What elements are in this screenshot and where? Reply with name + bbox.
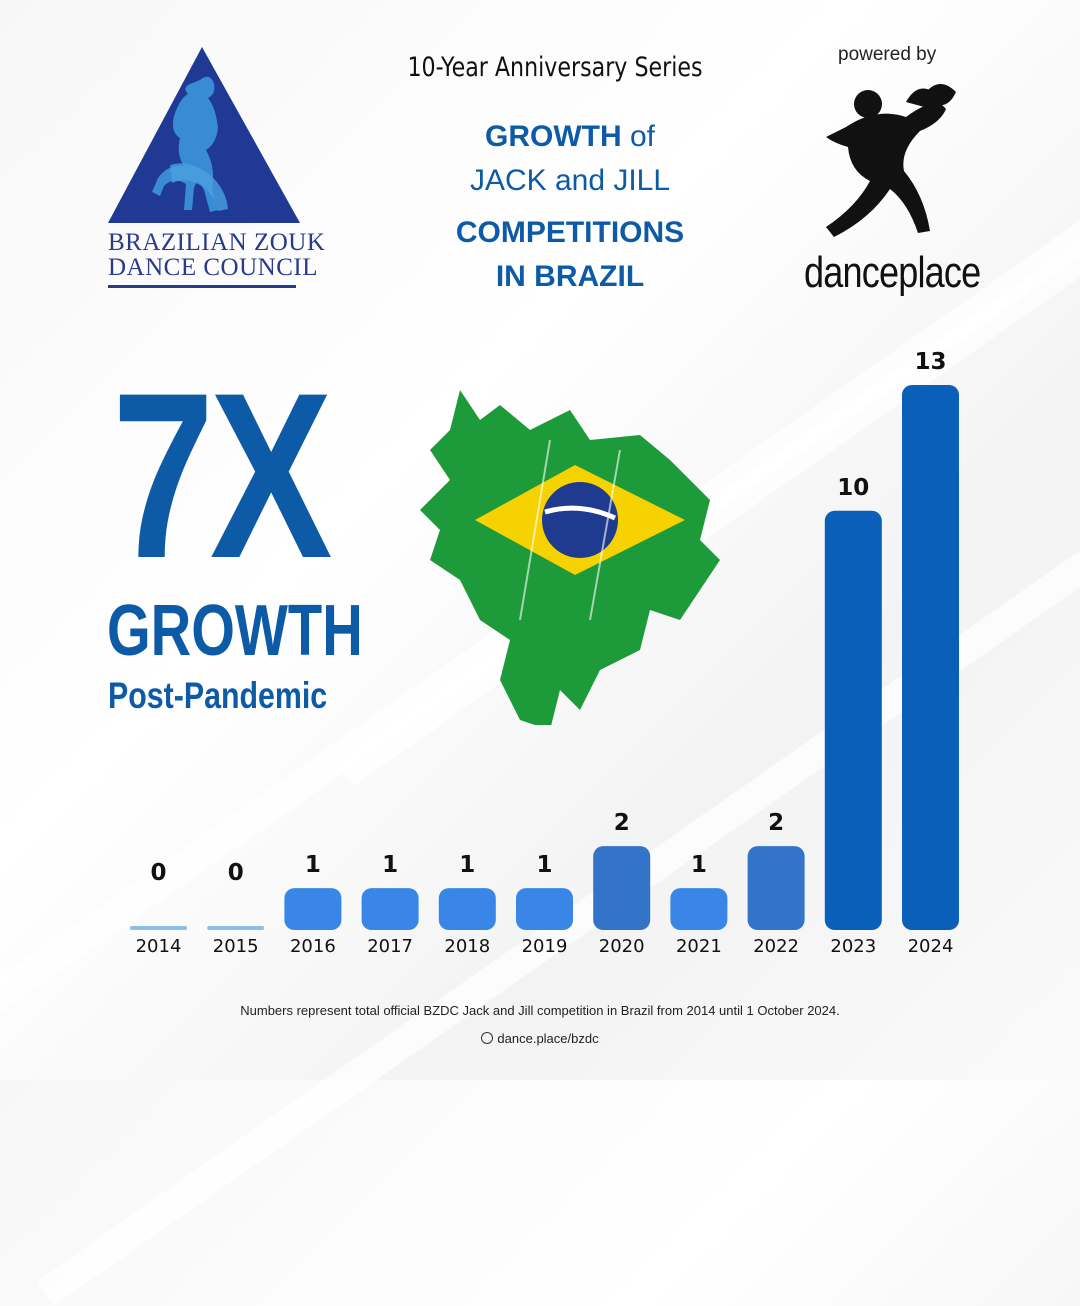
headline-growth: GROWTH xyxy=(485,120,622,153)
year-label-2022: 2022 xyxy=(753,936,799,957)
growth-word: GROWTH xyxy=(107,591,363,671)
bar-chart: 0 0 1 1 1 1 2 1 2 10 13 2014 2015 2016 2017 2018 2019 20… xyxy=(130,349,959,957)
year-label-2024: 2024 xyxy=(908,936,954,957)
logo-underline xyxy=(108,285,296,288)
headline-line3: COMPETITIONS xyxy=(455,216,685,249)
bar-2016 xyxy=(284,888,342,930)
value-label-2024: 13 xyxy=(914,349,946,375)
headline-in: IN xyxy=(495,260,535,293)
post-pandemic-label: Post-Pandemic xyxy=(108,675,328,716)
website-link[interactable]: dance.place/bzdc xyxy=(497,1031,599,1046)
website-line: dance.place/bzdc xyxy=(0,1031,1080,1046)
value-label-2020: 2 xyxy=(614,810,630,836)
value-label-2014: 0 xyxy=(150,860,166,886)
bar-2024 xyxy=(902,385,959,930)
year-label-2017: 2017 xyxy=(367,936,413,957)
powered-by-label: powered by xyxy=(838,44,937,65)
bar-2018 xyxy=(438,888,496,930)
series-title: 10-Year Anniversary Series xyxy=(407,52,703,83)
value-label-2017: 1 xyxy=(382,852,398,878)
dancing-couple-icon xyxy=(826,84,956,237)
year-label-2023: 2023 xyxy=(830,936,876,957)
danceplace-wordmark: danceplace xyxy=(804,248,981,297)
headline-of: of xyxy=(621,120,655,153)
headline-line4: IN BRAZIL xyxy=(380,260,760,294)
year-label-2021: 2021 xyxy=(676,936,722,957)
value-label-2019: 1 xyxy=(536,852,552,878)
bar-2022 xyxy=(747,846,805,930)
value-label-2022: 2 xyxy=(768,810,784,836)
bar-2017 xyxy=(361,888,419,930)
globe-icon xyxy=(481,1032,494,1044)
headline-line1: GROWTH of xyxy=(380,120,760,154)
bar-2015 xyxy=(207,926,265,930)
bar-2021 xyxy=(670,888,728,930)
bar-2014 xyxy=(130,926,187,930)
bar-2020 xyxy=(593,846,651,930)
value-label-2021: 1 xyxy=(691,852,707,878)
value-label-2015: 0 xyxy=(228,860,244,886)
growth-multiplier: 7X xyxy=(112,344,332,608)
brazil-flag-map-icon xyxy=(420,390,720,725)
year-label-2016: 2016 xyxy=(290,936,336,957)
year-label-2019: 2019 xyxy=(522,936,568,957)
headline-brazil: BRAZIL xyxy=(534,260,645,293)
headline-line2: JACK and JILL xyxy=(469,164,671,197)
logo-org-line1: BRAZILIAN ZOUK xyxy=(108,229,326,256)
bar-2023 xyxy=(824,510,882,930)
bar-2019 xyxy=(516,888,573,930)
value-label-2016: 1 xyxy=(305,852,321,878)
year-label-2018: 2018 xyxy=(444,936,490,957)
footnote: Numbers represent total official BZDC Ja… xyxy=(240,1003,840,1018)
year-label-2014: 2014 xyxy=(136,936,182,957)
value-label-2023: 10 xyxy=(837,475,869,501)
year-label-2015: 2015 xyxy=(213,936,259,957)
bzdc-logo xyxy=(108,47,300,223)
year-label-2020: 2020 xyxy=(599,936,645,957)
logo-org-line2: DANCE COUNCIL xyxy=(108,254,318,281)
value-label-2018: 1 xyxy=(459,852,475,878)
